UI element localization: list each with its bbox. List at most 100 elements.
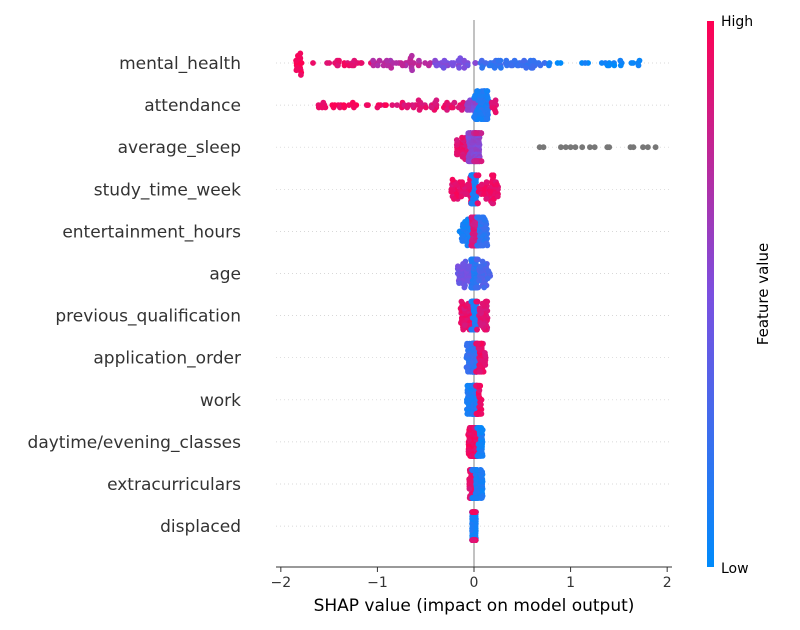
- shap-point: [472, 92, 478, 99]
- shap-point: [464, 340, 470, 347]
- shap-point: [470, 509, 477, 515]
- shap-point: [489, 172, 495, 179]
- shap-point: [462, 322, 468, 329]
- feature-label: work: [200, 391, 241, 411]
- x-axis-title: SHAP value (impact on model output): [314, 596, 635, 616]
- shap-point: [459, 107, 465, 113]
- shap-point: [448, 60, 455, 66]
- shap-point: [483, 196, 490, 202]
- shap-point: [481, 191, 487, 198]
- shap-point: [484, 242, 491, 249]
- feature-label: entertainment_hours: [62, 222, 241, 242]
- shap-point: [349, 99, 356, 106]
- shap-point: [416, 57, 422, 64]
- shap-point: [337, 104, 343, 111]
- shap-point: [388, 64, 395, 71]
- shap-point: [331, 102, 338, 108]
- shap-point: [415, 97, 422, 104]
- shap-point: [474, 256, 480, 263]
- shap-point: [617, 62, 624, 69]
- x-tick-label: 0: [470, 575, 479, 591]
- shap-point: [462, 218, 468, 225]
- shap-point: [357, 60, 364, 66]
- shap-point: [652, 144, 659, 151]
- shap-point: [479, 64, 485, 71]
- shap-point: [579, 144, 586, 151]
- shap-point: [567, 144, 574, 151]
- shap-point: [458, 298, 465, 305]
- colorbar-title: Feature value: [754, 243, 772, 345]
- shap-point: [491, 64, 498, 71]
- shap-point: [455, 263, 461, 270]
- shap-point: [630, 60, 636, 66]
- shap-point: [440, 64, 447, 71]
- feature-label: average_sleep: [118, 138, 241, 158]
- shap-point: [611, 62, 618, 69]
- shap-point: [475, 200, 481, 207]
- colorbar-low-label: Low: [721, 561, 749, 577]
- shap-point: [477, 425, 483, 431]
- shap-point: [423, 104, 429, 111]
- shap-point: [336, 57, 342, 64]
- feature-label: attendance: [144, 96, 241, 116]
- shap-point: [293, 67, 300, 74]
- shap-point: [591, 144, 598, 151]
- shap-point: [448, 188, 455, 195]
- shap-point: [460, 261, 466, 267]
- colorbar: High Low Feature value: [707, 14, 772, 577]
- shap-point: [453, 137, 460, 143]
- shap-point: [483, 116, 490, 122]
- shap-point: [474, 495, 480, 501]
- shap-point: [471, 537, 477, 543]
- shap-point: [487, 188, 494, 195]
- shap-point: [473, 158, 480, 165]
- shap-point: [636, 57, 643, 64]
- shap-point: [461, 284, 468, 291]
- shap-point: [341, 62, 348, 69]
- shap-point: [454, 151, 461, 158]
- shap-point: [474, 88, 481, 94]
- shap-point: [503, 57, 510, 64]
- shap-point: [557, 60, 564, 66]
- shap-point: [604, 62, 611, 69]
- shap-point: [448, 104, 455, 111]
- shap-point: [483, 298, 490, 305]
- feature-labels: mental_health attendance average_sleepstud…: [28, 54, 242, 537]
- shap-point: [468, 284, 475, 291]
- shap-point: [511, 57, 518, 64]
- shap-point: [515, 62, 522, 69]
- feature-label: age: [209, 265, 241, 285]
- shap-point: [630, 144, 637, 151]
- shap-point: [477, 263, 484, 270]
- shap-point: [415, 62, 422, 69]
- shap-point: [492, 109, 499, 116]
- shap-point: [310, 60, 316, 66]
- shap-point: [521, 57, 527, 64]
- shap-point: [433, 97, 440, 104]
- shap-point: [462, 191, 469, 198]
- shap-point: [326, 60, 333, 66]
- shap-point: [469, 256, 475, 263]
- feature-label: previous_qualification: [55, 307, 241, 327]
- shap-point: [540, 144, 547, 151]
- shap-point: [425, 62, 432, 69]
- shap-point: [409, 67, 415, 74]
- shap-point: [376, 57, 383, 64]
- shap-point: [508, 62, 514, 69]
- shap-point: [484, 95, 491, 101]
- shap-point: [582, 60, 589, 66]
- shap-point: [370, 62, 377, 69]
- shap-point: [451, 99, 458, 106]
- shap-point: [465, 368, 471, 375]
- shap-point: [484, 275, 491, 282]
- shap-point: [428, 104, 435, 111]
- shap-point: [484, 88, 490, 94]
- x-tick-label: 2: [663, 575, 672, 591]
- shap-point: [466, 476, 473, 483]
- shap-point: [374, 62, 381, 69]
- shap-point: [479, 258, 486, 265]
- shap-point: [480, 242, 487, 249]
- shap-point: [529, 64, 536, 71]
- x-ticks: −2 −1 0 1 2: [271, 567, 672, 591]
